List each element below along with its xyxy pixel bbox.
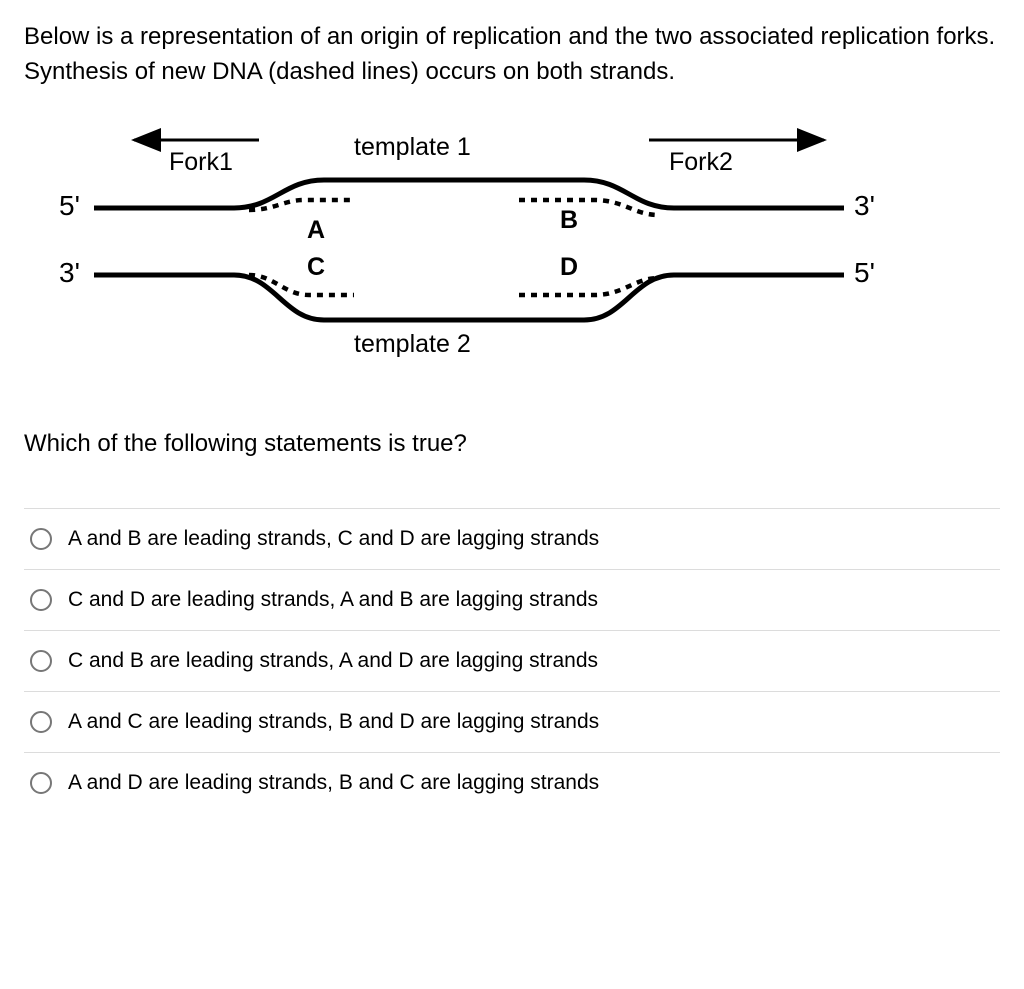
label-3prime-top-right: 3' <box>854 190 875 221</box>
label-template2: template 2 <box>354 330 471 358</box>
radio-icon[interactable] <box>30 772 52 794</box>
replication-diagram: Fork1 Fork2 template 1 template 2 5' 3' … <box>24 120 904 370</box>
options-list: A and B are leading strands, C and D are… <box>24 508 1000 813</box>
intro-text: Below is a representation of an origin o… <box>24 20 1000 90</box>
option-label: C and B are leading strands, A and D are… <box>68 649 598 673</box>
option-label: A and D are leading strands, B and C are… <box>68 771 599 795</box>
option-label: C and D are leading strands, A and B are… <box>68 588 598 612</box>
strand-B <box>519 200 659 215</box>
radio-icon[interactable] <box>30 589 52 611</box>
option-row[interactable]: C and B are leading strands, A and D are… <box>24 630 1000 691</box>
option-label: A and B are leading strands, C and D are… <box>68 527 599 551</box>
replication-diagram-container: Fork1 Fork2 template 1 template 2 5' 3' … <box>24 120 1000 370</box>
label-5prime-top-left: 5' <box>59 190 80 221</box>
label-5prime-bot-right: 5' <box>854 257 875 288</box>
template1-strand <box>94 180 844 208</box>
radio-icon[interactable] <box>30 650 52 672</box>
option-row[interactable]: A and C are leading strands, B and D are… <box>24 691 1000 752</box>
option-row[interactable]: C and D are leading strands, A and B are… <box>24 569 1000 630</box>
label-3prime-bot-left: 3' <box>59 257 80 288</box>
label-B: B <box>560 206 578 234</box>
option-row[interactable]: A and D are leading strands, B and C are… <box>24 752 1000 813</box>
label-A: A <box>307 216 325 244</box>
label-template1: template 1 <box>354 133 471 161</box>
template2-strand <box>94 275 844 320</box>
radio-icon[interactable] <box>30 711 52 733</box>
label-fork2: Fork2 <box>669 148 733 176</box>
radio-icon[interactable] <box>30 528 52 550</box>
label-C: C <box>307 253 325 281</box>
option-label: A and C are leading strands, B and D are… <box>68 710 599 734</box>
label-fork1: Fork1 <box>169 148 233 176</box>
question-text: Which of the following statements is tru… <box>24 430 1000 458</box>
option-row[interactable]: A and B are leading strands, C and D are… <box>24 508 1000 569</box>
label-D: D <box>560 253 578 281</box>
